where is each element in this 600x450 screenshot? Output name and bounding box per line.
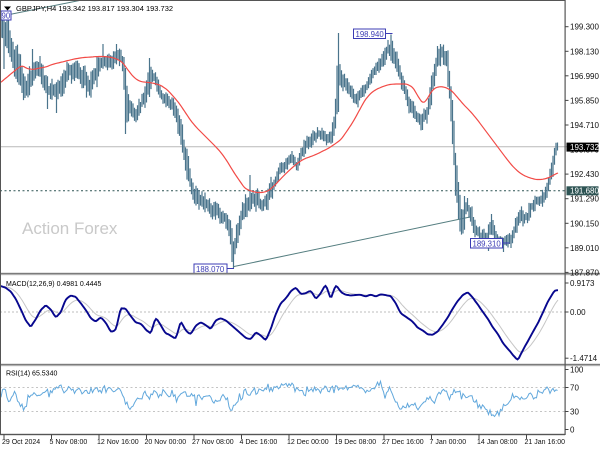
svg-text:195.850: 195.850: [570, 96, 599, 105]
svg-text:7 Jan 00:00: 7 Jan 00:00: [430, 439, 467, 446]
svg-text:198.130: 198.130: [570, 47, 599, 56]
svg-text:12 Dec 00:00: 12 Dec 00:00: [287, 439, 329, 446]
svg-text:191.680: 191.680: [570, 187, 599, 196]
svg-text:RSI(14) 65.5340: RSI(14) 65.5340: [6, 371, 57, 378]
svg-text:MACD(12,26,9) 0.4981 0.4445: MACD(12,26,9) 0.4981 0.4445: [6, 281, 101, 288]
svg-text:5 Nov 08:00: 5 Nov 08:00: [50, 439, 88, 446]
svg-text:189.310: 189.310: [473, 240, 502, 249]
svg-text:27 Dec 16:00: 27 Dec 16:00: [382, 439, 424, 446]
svg-text:30: 30: [570, 408, 579, 417]
svg-text:199.300: 199.300: [570, 23, 599, 32]
svg-text:190.150: 190.150: [570, 219, 599, 228]
svg-text:193.732: 193.732: [570, 143, 599, 152]
svg-text:100: 100: [570, 366, 584, 375]
svg-text:188.070: 188.070: [196, 265, 225, 274]
svg-text:12 Nov 16:00: 12 Nov 16:00: [97, 439, 139, 446]
svg-text:19 Dec 08:00: 19 Dec 08:00: [335, 439, 377, 446]
svg-text:Action Forex: Action Forex: [22, 219, 118, 238]
svg-text:0: 0: [570, 426, 575, 435]
svg-text:29 Oct 2024: 29 Oct 2024: [2, 439, 40, 446]
svg-text:187.870: 187.870: [570, 268, 599, 277]
svg-text:4 Dec 16:00: 4 Dec 16:00: [240, 439, 278, 446]
svg-text:GBPJPY,H4 193.342 193.817 193.: GBPJPY,H4 193.342 193.817 193.304 193.73…: [16, 4, 173, 13]
svg-text:191.290: 191.290: [570, 195, 599, 204]
svg-text:0.00: 0.00: [570, 308, 586, 317]
svg-text:189.010: 189.010: [570, 244, 599, 253]
svg-text:20 Nov 00:00: 20 Nov 00:00: [145, 439, 187, 446]
svg-text:14 Jan 08:00: 14 Jan 08:00: [477, 439, 518, 446]
svg-text:194.710: 194.710: [570, 121, 599, 130]
svg-text:27 Nov 08:00: 27 Nov 08:00: [192, 439, 234, 446]
svg-text:192.430: 192.430: [570, 170, 599, 179]
svg-text:-1.4714: -1.4714: [570, 354, 598, 363]
svg-text:70: 70: [570, 384, 579, 393]
svg-text:21 Jan 16:00: 21 Jan 16:00: [525, 439, 566, 446]
svg-text:196.990: 196.990: [570, 72, 599, 81]
svg-text:198.940: 198.940: [356, 30, 385, 39]
svg-text:90: 90: [2, 12, 11, 21]
svg-text:0.9173: 0.9173: [570, 279, 595, 288]
